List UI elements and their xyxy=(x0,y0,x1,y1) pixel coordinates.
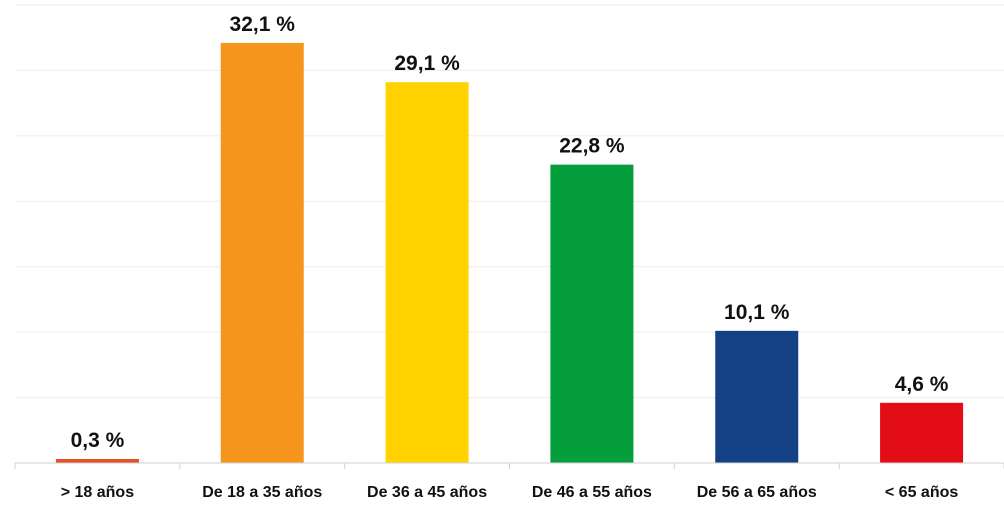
data-label: 0,3 % xyxy=(71,429,125,452)
data-label: 32,1 % xyxy=(230,13,296,36)
category-label: De 36 a 45 años xyxy=(367,484,487,501)
data-label: 29,1 % xyxy=(394,52,460,75)
category-label: De 18 a 35 años xyxy=(202,484,322,501)
bar xyxy=(550,164,634,463)
data-labels: 0,3 % 32,1 % 29,1 % 22,8 % 10,1 % 4,6 % xyxy=(71,13,949,452)
gridlines xyxy=(15,4,1004,399)
bar xyxy=(715,330,799,463)
x-axis xyxy=(14,462,1004,469)
category-label: > 18 años xyxy=(61,484,134,501)
bar xyxy=(385,82,469,463)
data-label: 4,6 % xyxy=(895,373,949,396)
category-labels: > 18 años De 18 a 35 años De 36 a 45 años D… xyxy=(61,484,959,501)
bar xyxy=(55,459,139,463)
category-label: De 46 a 55 años xyxy=(532,484,652,501)
category-label: De 56 a 65 años xyxy=(697,484,817,501)
bar xyxy=(220,42,304,463)
bar xyxy=(880,402,964,463)
data-label: 10,1 % xyxy=(724,301,790,324)
bars xyxy=(55,42,964,463)
category-label: < 65 años xyxy=(885,484,958,501)
data-label: 22,8 % xyxy=(559,135,625,158)
